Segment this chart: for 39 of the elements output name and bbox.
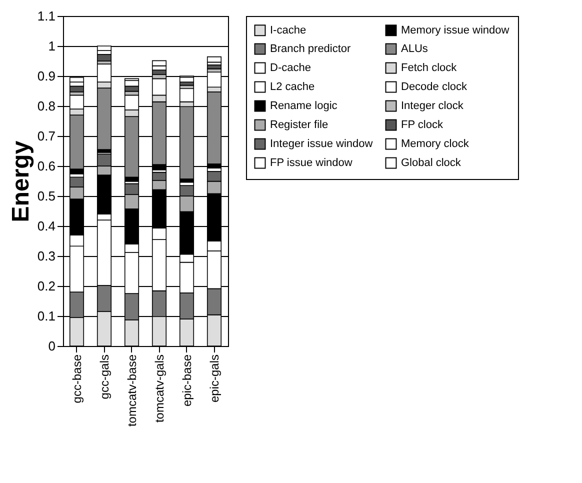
x-tick-label: tomcatv-gals	[152, 354, 166, 423]
y-tick-label: 0.8	[37, 98, 56, 114]
legend-label: Register file	[270, 119, 328, 131]
x-tick-label: gcc-gals	[97, 354, 112, 400]
x-tick-label: tomcatv-base	[124, 354, 139, 427]
y-tick-label: 0.1	[37, 308, 56, 324]
y-tick-label: 0.7	[37, 128, 56, 144]
legend-label: Memory issue window	[401, 24, 510, 36]
y-tick-label: 0.5	[37, 188, 56, 204]
y-tick-label: 0.3	[37, 248, 56, 264]
legend-label: Integer issue window	[270, 138, 373, 150]
x-tick-label: gcc-base	[70, 354, 84, 404]
legend-label: L2 cache	[270, 81, 315, 93]
y-axis-title: Energy	[7, 140, 34, 222]
legend-label: FP clock	[401, 119, 444, 131]
y-tick-label: 0.2	[37, 278, 56, 294]
legend-label: D-cache	[270, 62, 311, 74]
bar	[152, 60, 167, 66]
bar	[179, 76, 194, 82]
y-tick-label: 1.1	[37, 8, 56, 24]
y-tick-label: 0	[48, 338, 56, 354]
legend-label: Fetch clock	[401, 62, 458, 74]
bar	[69, 86, 84, 92]
y-tick-label: 0.6	[37, 158, 56, 174]
legend-label: FP issue window	[270, 157, 352, 169]
x-tick-label: epic-base	[180, 354, 194, 407]
legend-label: Global clock	[401, 157, 462, 169]
legend-label: ALUs	[401, 43, 428, 55]
legend-label: Branch predictor	[270, 43, 352, 55]
legend-label: Decode clock	[401, 81, 468, 93]
y-tick-label: 0.9	[37, 68, 56, 84]
legend-label: I-cache	[270, 24, 306, 36]
y-tick-label: 1	[48, 38, 56, 54]
bar	[206, 56, 222, 63]
legend-label: Integer clock	[401, 100, 464, 112]
x-tick-label: epic-gals	[207, 354, 222, 403]
legend-label: Memory clock	[401, 138, 470, 150]
legend-label: Rename logic	[270, 100, 338, 112]
y-tick-label: 0.4	[37, 218, 56, 234]
